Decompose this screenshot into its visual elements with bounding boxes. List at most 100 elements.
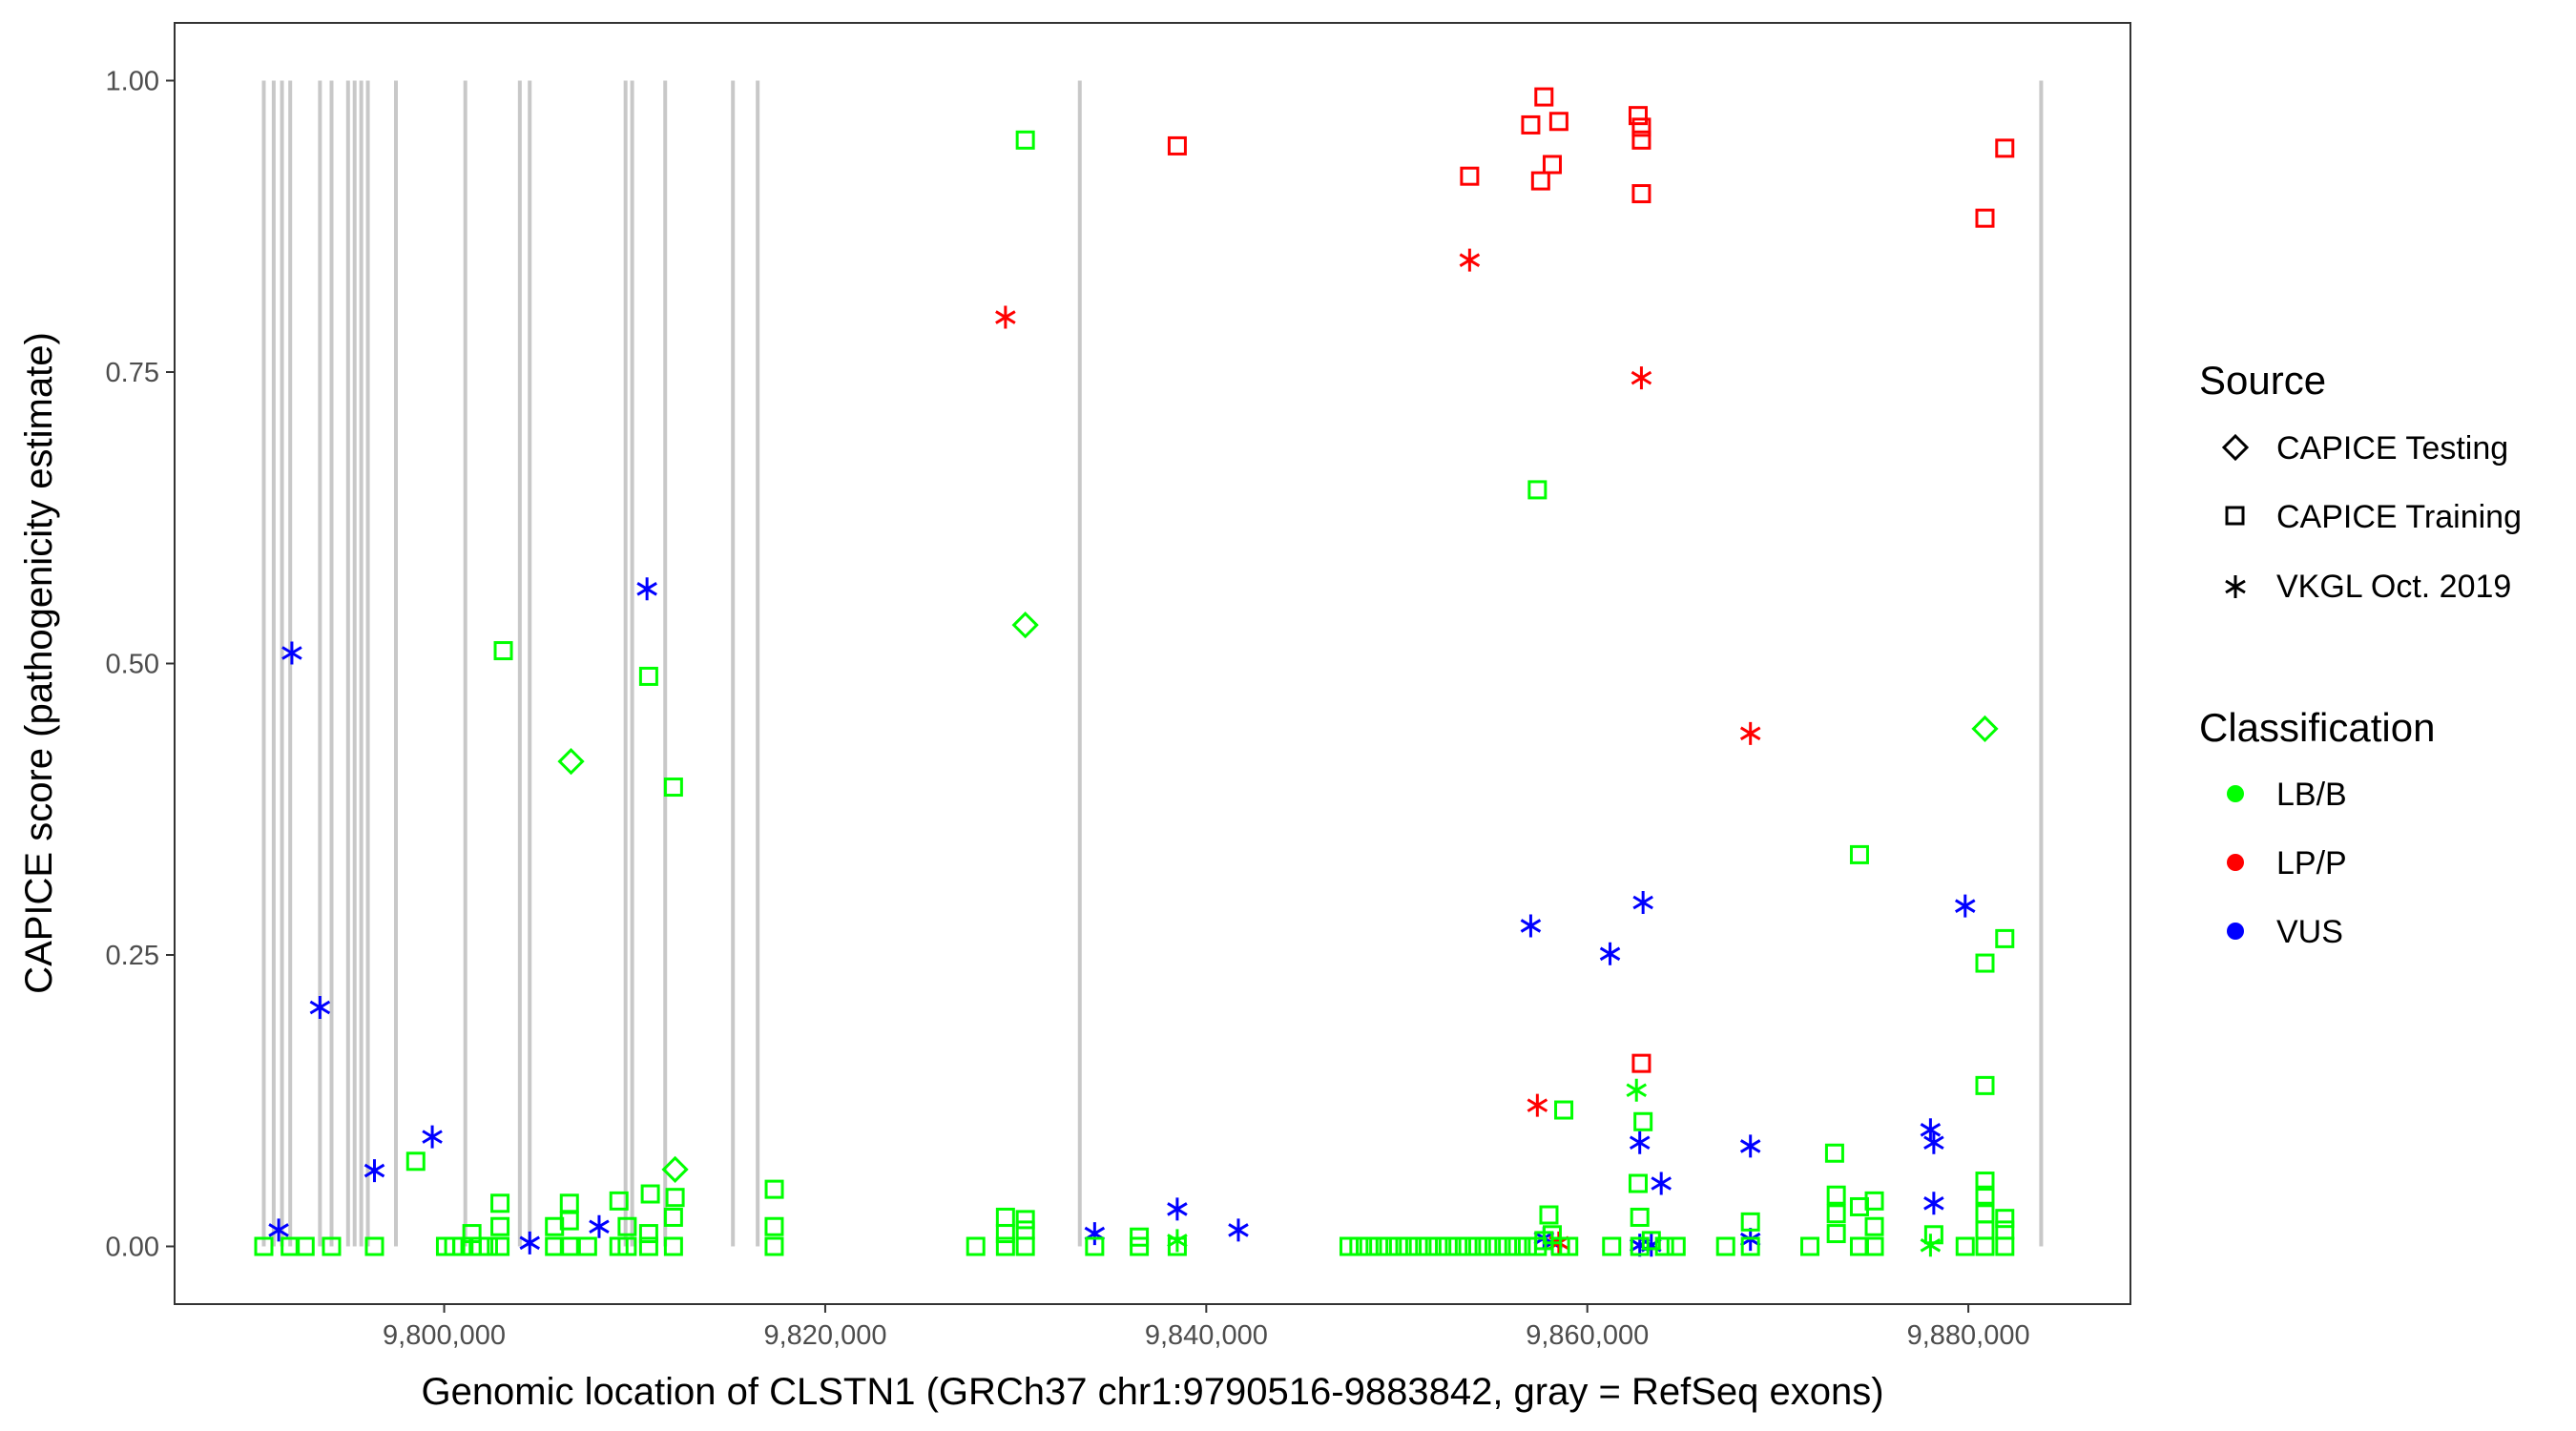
training-point-square: [1015, 1236, 1035, 1256]
training-point-square: [1130, 1236, 1150, 1256]
training-point-square: [1628, 106, 1648, 126]
vkgl-point-asterisk: [309, 996, 331, 1019]
lpp-dot-icon: [2227, 854, 2244, 871]
training-point-square: [1460, 166, 1480, 186]
training-point-square: [322, 1236, 342, 1256]
vkgl-point-asterisk: [1739, 1134, 1761, 1158]
x-tick-label: 9,880,000: [1907, 1320, 2030, 1351]
lbb-dot-icon: [2227, 785, 2244, 802]
training-point-square: [665, 1188, 685, 1208]
training-point-square: [764, 1236, 784, 1256]
training-point-square: [1666, 1236, 1686, 1256]
training-point-square: [1975, 1204, 1995, 1224]
x-tick-label: 9,820,000: [763, 1320, 886, 1351]
training-point-square: [663, 778, 683, 798]
training-point-square: [1448, 1236, 1468, 1256]
training-point-square: [1975, 1172, 1995, 1192]
exon-lines: [261, 80, 2044, 1247]
vkgl-point-asterisk: [1651, 1172, 1672, 1195]
testing-point-diamond: [557, 748, 585, 776]
legend-label-lbb: LB/B: [2276, 777, 2347, 813]
vus-dot-icon: [2227, 923, 2244, 940]
x-tick-label: 9,800,000: [383, 1320, 506, 1351]
training-point-square: [1349, 1236, 1369, 1256]
training-point-square: [1955, 1236, 1975, 1256]
vkgl-point-asterisk: [1527, 1093, 1548, 1117]
training-point-square: [1419, 1236, 1439, 1256]
vkgl-point-asterisk: [1920, 1234, 1942, 1257]
training-point-square: [1167, 135, 1187, 156]
training-point-square: [764, 1216, 784, 1236]
training-point-square: [638, 1236, 658, 1256]
training-point-square: [995, 1224, 1015, 1244]
training-point-square: [1458, 1236, 1478, 1256]
training-point-square: [764, 1179, 784, 1199]
training-point-square: [559, 1236, 579, 1256]
training-point-square: [490, 1193, 510, 1213]
vkgl-point-asterisk: [1632, 891, 1653, 915]
training-point-square: [1548, 112, 1568, 132]
training-point-square: [1824, 1143, 1844, 1163]
training-point-square: [1923, 1225, 1943, 1245]
training-point-square: [1379, 1236, 1399, 1256]
y-tick-label: 0.50: [106, 650, 159, 680]
training-point-square: [1534, 87, 1554, 107]
training-point-square: [617, 1236, 637, 1256]
diamond-icon: [2221, 433, 2250, 462]
x-tick-label: 9,860,000: [1526, 1320, 1649, 1351]
legend-source: Source CAPICE Testing CAPICE Training VK…: [2199, 358, 2522, 605]
vkgl-point-asterisk: [1599, 942, 1621, 965]
training-point-square: [1975, 1185, 1995, 1205]
training-point-square: [1542, 155, 1562, 175]
training-point-square: [1015, 1220, 1035, 1240]
training-point-square: [1015, 130, 1035, 150]
legend-label-lpp: LP/P: [2276, 845, 2347, 881]
training-point-square: [995, 1207, 1015, 1227]
vkgl-point-asterisk: [995, 305, 1016, 329]
training-point-square: [1630, 1236, 1650, 1256]
training-point-square: [1399, 1236, 1419, 1256]
training-point-square: [1800, 1236, 1820, 1256]
training-point-square: [1631, 130, 1652, 150]
training-point-square: [493, 641, 513, 661]
vkgl-point-asterisk: [1739, 721, 1761, 745]
asterisk-icon: [2225, 575, 2246, 598]
training-point-square: [295, 1236, 315, 1256]
training-point-square: [1559, 1236, 1579, 1256]
training-point-square: [1628, 1173, 1648, 1193]
training-point-square: [663, 1207, 683, 1227]
training-point-square: [1826, 1204, 1846, 1224]
y-tick-label: 0.75: [106, 358, 159, 388]
training-point-square: [452, 1236, 472, 1256]
training-point-square: [1369, 1236, 1389, 1256]
x-axis-ticks: 9,800,000 9,820,000 9,840,000 9,860,000 9,88…: [383, 1304, 2030, 1351]
training-point-square: [1849, 844, 1869, 864]
training-point-square: [1527, 480, 1548, 500]
legend-label-testing: CAPICE Testing: [2276, 430, 2508, 467]
training-point-square: [663, 1236, 683, 1256]
training-point-square: [1478, 1236, 1498, 1256]
legend-label-vkgl: VKGL Oct. 2019: [2276, 569, 2511, 605]
vkgl-point-asterisk: [519, 1231, 540, 1255]
training-point-square: [1641, 1231, 1661, 1251]
legend-label-training: CAPICE Training: [2276, 499, 2522, 535]
training-point-square: [1975, 1236, 1995, 1256]
training-point-square: [1995, 928, 2015, 948]
training-point-square: [1438, 1236, 1458, 1256]
training-point-square: [609, 1191, 629, 1211]
training-point-square: [638, 1224, 658, 1244]
vkgl-point-asterisk: [1520, 914, 1542, 938]
vkgl-point-asterisk: [1459, 248, 1481, 272]
legend-classification-title: Classification: [2199, 705, 2435, 750]
training-point-square: [638, 666, 658, 686]
training-point-square: [1359, 1236, 1379, 1256]
vkgl-point-asterisk: [1631, 366, 1652, 390]
training-point-square: [1167, 1236, 1187, 1256]
training-point-square: [1826, 1185, 1846, 1205]
legend-classification: Classification LB/B LP/P VUS: [2199, 705, 2435, 950]
training-point-square: [478, 1236, 498, 1256]
training-point-square: [1527, 1236, 1548, 1256]
training-point-square: [1975, 953, 1995, 973]
training-point-square: [1530, 171, 1550, 191]
